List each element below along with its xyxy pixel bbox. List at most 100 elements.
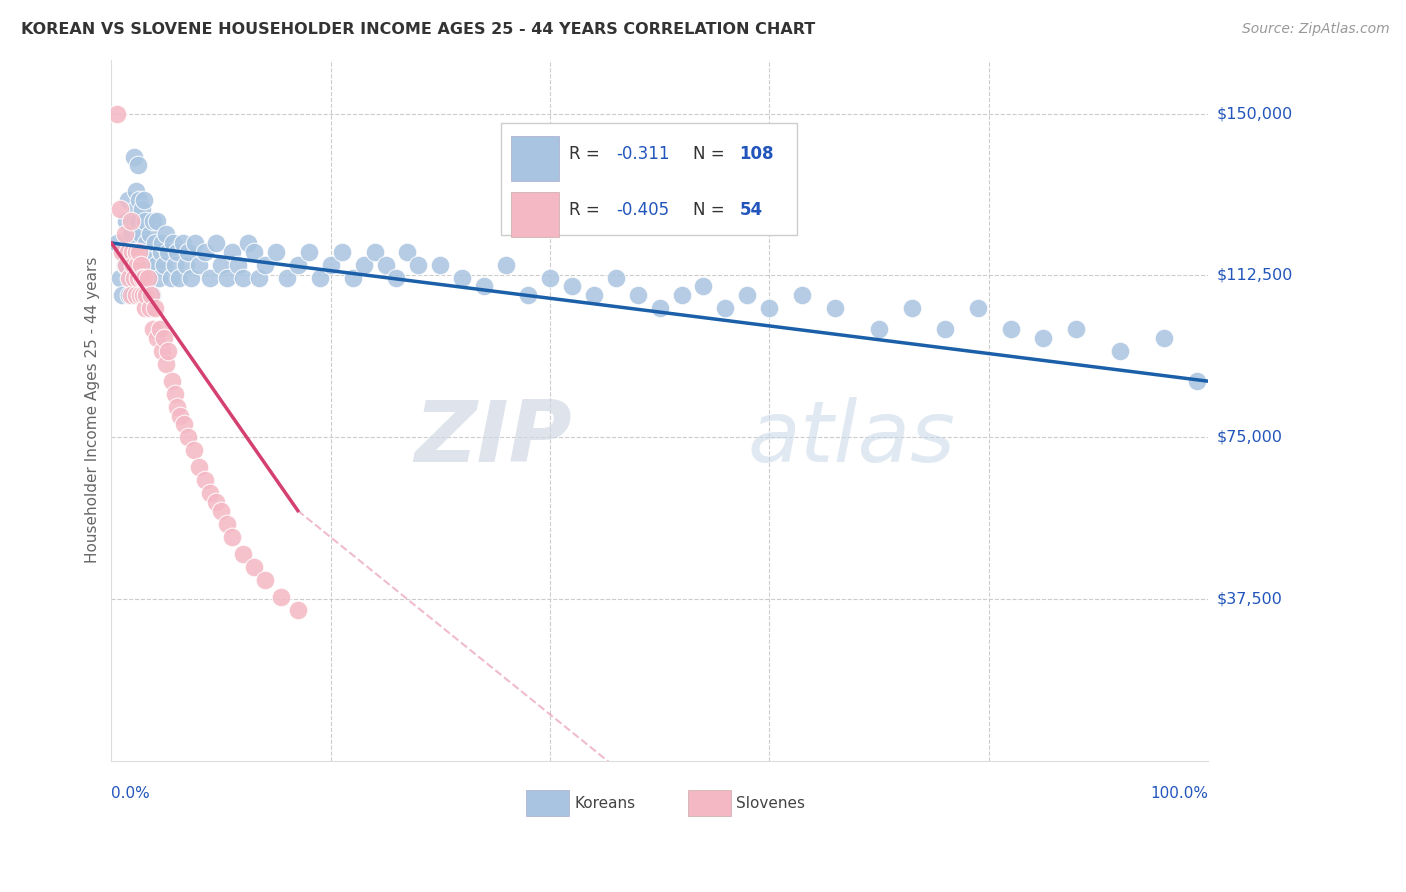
Point [824, 301, 846, 315]
Point [287, 603, 309, 617]
Point [183, 443, 205, 458]
Point [177, 430, 200, 444]
Point [120, 214, 142, 228]
Point [157, 343, 180, 358]
Point [934, 322, 956, 336]
Point [238, 235, 260, 250]
Point [132, 244, 155, 259]
Point [120, 288, 142, 302]
Point [122, 258, 145, 272]
Point [153, 331, 176, 345]
FancyBboxPatch shape [688, 790, 731, 815]
Point [627, 288, 650, 302]
Point [342, 270, 364, 285]
Point [714, 301, 737, 315]
Text: $150,000: $150,000 [1216, 106, 1292, 121]
Text: Koreans: Koreans [574, 796, 636, 811]
Point [139, 301, 162, 315]
Text: -0.311: -0.311 [616, 145, 669, 163]
Point [139, 227, 162, 242]
Point [121, 244, 143, 259]
Point [451, 270, 474, 285]
Point [128, 193, 150, 207]
Point [139, 244, 162, 259]
FancyBboxPatch shape [526, 790, 568, 815]
Point [124, 288, 146, 302]
Point [148, 270, 170, 285]
Point [243, 559, 266, 574]
Point [517, 288, 540, 302]
Point [108, 202, 131, 216]
Point [163, 258, 186, 272]
Point [134, 214, 156, 228]
FancyBboxPatch shape [510, 192, 558, 237]
Point [125, 258, 148, 272]
Point [308, 270, 330, 285]
Point [319, 258, 342, 272]
Point [270, 590, 292, 604]
Point [582, 288, 605, 302]
Point [131, 288, 153, 302]
Point [194, 474, 217, 488]
Point [221, 244, 243, 259]
Point [114, 258, 136, 272]
Y-axis label: Householder Income Ages 25 - 44 years: Householder Income Ages 25 - 44 years [86, 257, 100, 564]
Point [128, 244, 150, 259]
Point [150, 235, 173, 250]
Point [605, 270, 627, 285]
Point [166, 244, 188, 259]
Point [204, 235, 226, 250]
Point [134, 301, 156, 315]
Point [353, 258, 375, 272]
Text: 108: 108 [740, 145, 775, 163]
Point [538, 270, 561, 285]
Point [149, 322, 172, 336]
Point [136, 258, 159, 272]
Point [194, 244, 217, 259]
Point [120, 227, 142, 242]
Point [142, 322, 165, 336]
Point [198, 270, 221, 285]
Point [868, 322, 890, 336]
Point [129, 288, 152, 302]
Point [145, 258, 167, 272]
Point [173, 417, 195, 432]
FancyBboxPatch shape [501, 123, 797, 235]
Point [429, 258, 451, 272]
Point [153, 258, 176, 272]
Point [385, 270, 408, 285]
Point [1032, 331, 1054, 345]
Point [162, 235, 184, 250]
Point [276, 270, 298, 285]
Text: N =: N = [693, 202, 730, 219]
Point [118, 288, 141, 302]
Text: 54: 54 [740, 202, 763, 219]
Point [758, 301, 780, 315]
Point [131, 202, 153, 216]
FancyBboxPatch shape [510, 136, 558, 181]
Point [243, 244, 266, 259]
Point [160, 374, 183, 388]
Point [298, 244, 321, 259]
Point [169, 270, 191, 285]
Point [146, 331, 169, 345]
Point [396, 244, 419, 259]
Text: $37,500: $37,500 [1216, 591, 1282, 607]
Point [495, 258, 517, 272]
Point [163, 387, 186, 401]
Point [204, 495, 226, 509]
Text: N =: N = [693, 145, 730, 163]
Point [363, 244, 385, 259]
Point [692, 279, 714, 293]
Point [264, 244, 287, 259]
Point [139, 288, 162, 302]
Text: 0.0%: 0.0% [111, 786, 150, 801]
Point [124, 244, 146, 259]
Point [135, 235, 157, 250]
Point [128, 244, 150, 259]
Point [124, 184, 146, 198]
Point [374, 258, 396, 272]
Point [105, 235, 128, 250]
Text: atlas: atlas [748, 397, 955, 480]
Text: Source: ZipAtlas.com: Source: ZipAtlas.com [1241, 22, 1389, 37]
